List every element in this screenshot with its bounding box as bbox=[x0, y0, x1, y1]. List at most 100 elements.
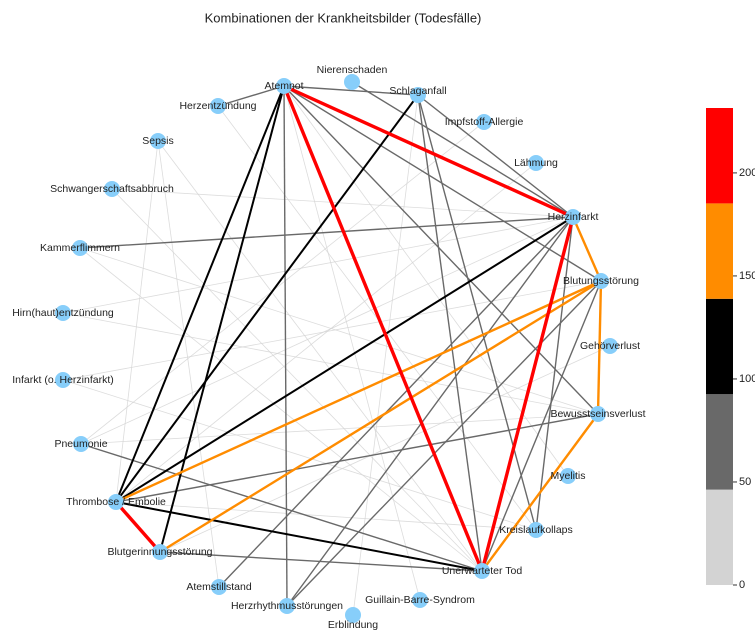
colorbar-bin bbox=[706, 394, 733, 490]
node-label: Thrombose / Embolie bbox=[66, 496, 166, 508]
node bbox=[345, 607, 361, 623]
node bbox=[590, 406, 606, 422]
edges bbox=[62, 81, 611, 616]
edge bbox=[79, 216, 574, 249]
colorbar-tick-label: 100 bbox=[739, 373, 755, 385]
edge bbox=[286, 280, 602, 607]
node-label: Atemstillstand bbox=[186, 581, 252, 593]
edge bbox=[80, 443, 483, 572]
edge bbox=[62, 312, 599, 415]
edge bbox=[535, 216, 574, 531]
node bbox=[412, 592, 428, 608]
node-label: Herzentzündung bbox=[179, 100, 256, 112]
node-label: Kammerflimmern bbox=[40, 242, 120, 254]
node-label: Herzinfarkt bbox=[548, 211, 599, 223]
colorbar-bin bbox=[706, 489, 733, 585]
node bbox=[150, 133, 166, 149]
edge bbox=[79, 247, 599, 415]
node-label: Erblindung bbox=[328, 619, 378, 631]
edge bbox=[111, 188, 574, 218]
edge bbox=[157, 140, 483, 572]
edge bbox=[115, 279, 602, 504]
edge bbox=[417, 94, 537, 531]
edge bbox=[352, 94, 419, 616]
node-label: Myelitis bbox=[550, 470, 585, 482]
edge bbox=[157, 140, 220, 588]
node bbox=[152, 544, 168, 560]
colorbar-tick-label: 0 bbox=[739, 579, 745, 591]
node bbox=[476, 114, 492, 130]
colorbar-bin bbox=[706, 203, 733, 299]
node bbox=[410, 87, 426, 103]
node bbox=[211, 579, 227, 595]
edge bbox=[417, 94, 574, 218]
edge bbox=[115, 501, 483, 572]
node-label: Unerwarteter Tod bbox=[442, 565, 523, 577]
edge bbox=[218, 216, 574, 588]
edge bbox=[596, 280, 603, 415]
node bbox=[55, 372, 71, 388]
edge bbox=[115, 85, 285, 503]
colorbar-bin bbox=[706, 108, 733, 204]
node-label: Lähmung bbox=[514, 157, 558, 169]
node-label: Herzrhythmusstörungen bbox=[231, 600, 343, 612]
node-label: Impfstoff-Allergie bbox=[445, 116, 524, 128]
node bbox=[560, 468, 576, 484]
node-label: Bewusstseinsverlust bbox=[550, 408, 645, 420]
node-label: Blutungsstörung bbox=[563, 275, 639, 287]
edge bbox=[79, 247, 483, 572]
node-label: Pneumonie bbox=[54, 438, 107, 450]
colorbar-tick-label: 150 bbox=[739, 270, 755, 282]
node-label: Sepsis bbox=[142, 135, 174, 147]
node bbox=[276, 78, 292, 94]
node bbox=[344, 74, 360, 90]
node bbox=[279, 598, 295, 614]
node-label: Schlaganfall bbox=[389, 85, 446, 97]
edge bbox=[159, 345, 611, 553]
edge bbox=[159, 551, 483, 572]
colorbar: 0 50 100 150 200 bbox=[706, 108, 755, 591]
colorbar-bin bbox=[706, 298, 733, 395]
node bbox=[474, 563, 490, 579]
edge bbox=[286, 216, 574, 607]
edge bbox=[62, 379, 537, 531]
node-label: Schwangerschaftsabbruch bbox=[50, 183, 174, 195]
node-label: Blutgerinnungsstörung bbox=[107, 546, 212, 558]
edge bbox=[481, 280, 602, 572]
node-label: Kreislaufkollaps bbox=[499, 524, 573, 536]
node-label: Nierenschaden bbox=[317, 64, 388, 76]
edge bbox=[283, 84, 574, 219]
edge bbox=[111, 188, 483, 572]
edge bbox=[115, 216, 574, 503]
edge bbox=[283, 85, 288, 607]
edge bbox=[62, 216, 574, 314]
node-label: Infarkt (o. Herzinfarkt) bbox=[12, 374, 114, 386]
edge bbox=[282, 85, 484, 572]
edge bbox=[159, 85, 285, 553]
edge bbox=[417, 94, 483, 572]
edge bbox=[114, 500, 162, 554]
edge bbox=[283, 85, 419, 96]
node bbox=[104, 181, 120, 197]
edge bbox=[283, 85, 599, 415]
node bbox=[210, 98, 226, 114]
node bbox=[73, 436, 89, 452]
edge bbox=[283, 85, 569, 477]
edge bbox=[80, 121, 485, 445]
node-label: Atemnot bbox=[264, 80, 303, 92]
node bbox=[72, 240, 88, 256]
node-label: Guillain-Barre-Syndrom bbox=[365, 594, 475, 606]
edge bbox=[283, 85, 421, 601]
node-label: Gehörverlust bbox=[580, 340, 640, 352]
edge bbox=[115, 162, 537, 503]
edge bbox=[351, 81, 574, 218]
edge bbox=[80, 216, 574, 445]
node bbox=[602, 338, 618, 354]
edge bbox=[481, 413, 599, 572]
edge bbox=[115, 94, 419, 503]
node bbox=[55, 305, 71, 321]
edge bbox=[480, 216, 575, 572]
node bbox=[528, 155, 544, 171]
